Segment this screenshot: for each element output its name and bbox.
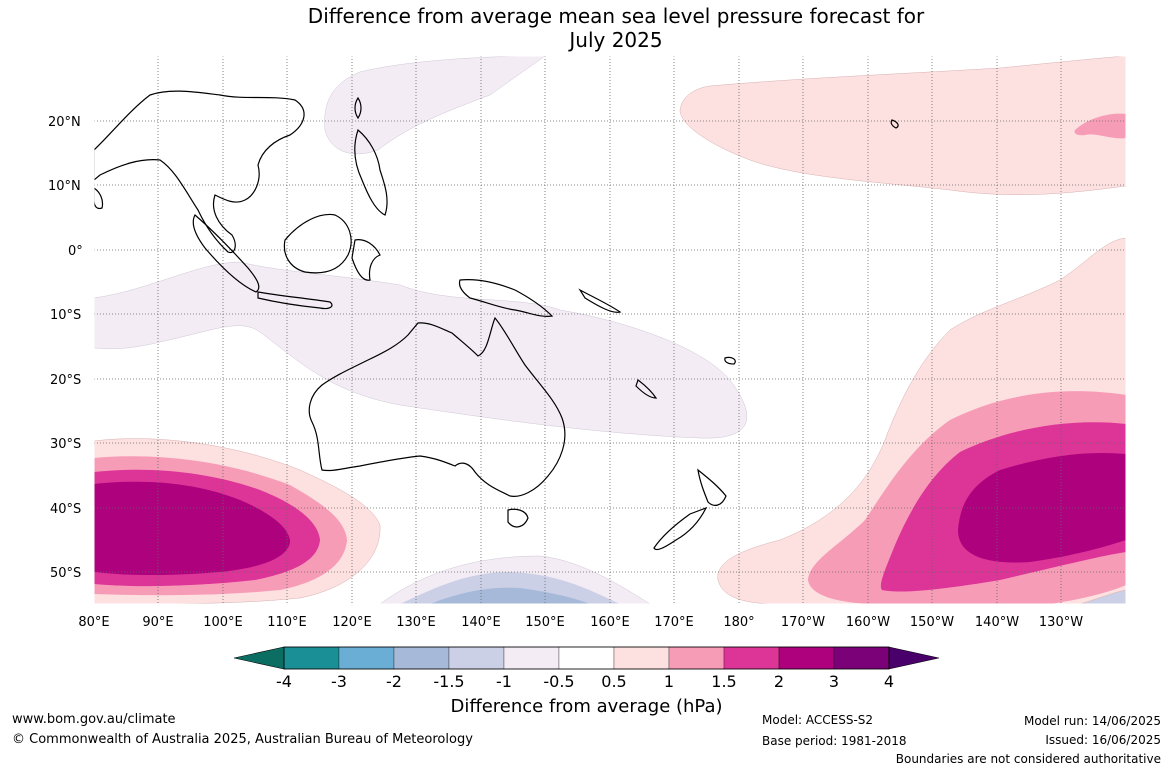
colorbar-tick-label: 1.5 — [711, 672, 736, 691]
australia-coastline — [308, 316, 566, 497]
base-period-text: Base period: 1981-2018 — [762, 734, 907, 748]
tasmania-coastline — [507, 508, 529, 528]
lon-label: 90°E — [142, 615, 173, 630]
colorbar-tick-label: -0.5 — [543, 672, 574, 691]
colorbar-border — [283, 646, 890, 670]
colorbar-tick-label: 3 — [829, 672, 839, 691]
website-text: www.bom.gov.au/climate — [12, 712, 176, 727]
taiwan-coastline — [354, 96, 362, 120]
colorbar-ticks: -4 -3 -2 -1.5 -1 -0.5 0.5 1 1.5 2 3 4 — [276, 672, 894, 691]
colorbar-swatch — [283, 646, 340, 670]
longitude-labels: 80°E 90°E 100°E 110°E 120°E 130°E 140°E … — [78, 615, 1083, 630]
lat-label: 50°S — [50, 566, 81, 581]
lon-label: 150°E — [525, 615, 565, 630]
colorbar-swatch — [668, 646, 725, 670]
issued-text: Issued: 16/06/2025 — [1045, 733, 1161, 747]
lat-label: 20°N — [48, 115, 81, 130]
colorbar — [233, 646, 940, 670]
colorbar-tick-label: -4 — [276, 672, 292, 691]
lon-label: 160°W — [846, 615, 890, 630]
positive-region-northeast-1 — [679, 56, 1126, 195]
lon-label: 110°E — [267, 615, 307, 630]
lat-label: 0° — [68, 244, 83, 259]
new-zealand-south — [653, 506, 708, 551]
lon-label: 130°W — [1039, 615, 1083, 630]
coastlines — [94, 90, 899, 551]
lon-label: 150°W — [910, 615, 954, 630]
lat-label: 30°S — [50, 437, 81, 452]
lon-label: 140°E — [461, 615, 501, 630]
new-zealand-north — [697, 468, 727, 506]
gridlines — [94, 56, 1126, 604]
colorbar-swatch — [558, 646, 615, 670]
colorbar-tick-label: 1 — [664, 672, 674, 691]
lon-label: 180° — [723, 615, 754, 630]
strong-negative-region-south — [430, 587, 590, 604]
sumatra-coastline — [192, 214, 260, 293]
lat-label: 40°S — [50, 502, 81, 517]
lon-label: 80°E — [78, 615, 109, 630]
colorbar-swatch — [613, 646, 670, 670]
colorbar-swatch — [393, 646, 450, 670]
lon-label: 160°E — [590, 615, 630, 630]
colorbar-tick-label: -1 — [496, 672, 512, 691]
colorbar-extend-low — [233, 646, 285, 670]
copyright-text: © Commonwealth of Australia 2025, Austra… — [12, 732, 473, 747]
fiji-coastline — [724, 356, 736, 365]
model-run-text: Model run: 14/06/2025 — [1023, 714, 1161, 728]
colorbar-swatch — [448, 646, 505, 670]
colorbar-swatch — [723, 646, 780, 670]
sulawesi-coastline — [351, 239, 381, 281]
colorbar-title: Difference from average (hPa) — [450, 696, 723, 717]
model-text: Model: ACCESS-S2 — [762, 713, 874, 727]
solomon-islands-coastline — [578, 288, 622, 313]
colorbar-swatch — [503, 646, 560, 670]
new-guinea-coastline — [458, 279, 554, 317]
lon-label: 120°E — [332, 615, 372, 630]
borneo-coastline — [283, 213, 352, 274]
lon-label: 170°E — [654, 615, 694, 630]
map-frame — [93, 55, 1127, 605]
colorbar-swatch — [338, 646, 395, 670]
colorbar-tick-label: -1.5 — [433, 672, 464, 691]
colorbar-swatch — [778, 646, 835, 670]
colorbar-extend-high — [888, 646, 940, 670]
latitude-labels: 20°N 10°N 0° 10°S 20°S 30°S 40°S 50°S — [48, 115, 83, 581]
weak-negative-region-north — [324, 56, 546, 155]
colorbar-tick-label: 2 — [774, 672, 784, 691]
lon-label: 170°W — [781, 615, 825, 630]
positive-region-southwest-3 — [94, 481, 290, 575]
colorbar-tick-label: 4 — [884, 672, 894, 691]
map-title: Difference from average mean sea level p… — [0, 4, 1173, 52]
hawaii-coastline — [890, 119, 899, 129]
weak-negative-region-indian — [94, 261, 747, 439]
lat-label: 10°S — [50, 308, 81, 323]
philippines-coastline — [354, 128, 388, 216]
lon-label: 130°E — [396, 615, 436, 630]
java-coastline — [257, 291, 333, 310]
colorbar-tick-label: 0.5 — [601, 672, 626, 691]
anomaly-shading — [94, 56, 1126, 604]
mainland-asia-coastline — [94, 90, 305, 254]
colorbar-tick-label: -3 — [331, 672, 347, 691]
title-line-2: July 2025 — [569, 28, 663, 52]
lon-label: 100°E — [203, 615, 243, 630]
lat-label: 10°N — [48, 179, 81, 194]
lon-label: 140°W — [975, 615, 1019, 630]
boundaries-text: Boundaries are not considered authoritat… — [895, 752, 1161, 766]
new-caledonia-coastline — [635, 379, 658, 399]
title-line-1: Difference from average mean sea level p… — [307, 4, 925, 28]
colorbar-swatch — [833, 646, 890, 670]
positive-region-northeast-1.5 — [1074, 113, 1126, 139]
lat-label: 20°S — [50, 373, 81, 388]
colorbar-tick-label: -2 — [386, 672, 402, 691]
